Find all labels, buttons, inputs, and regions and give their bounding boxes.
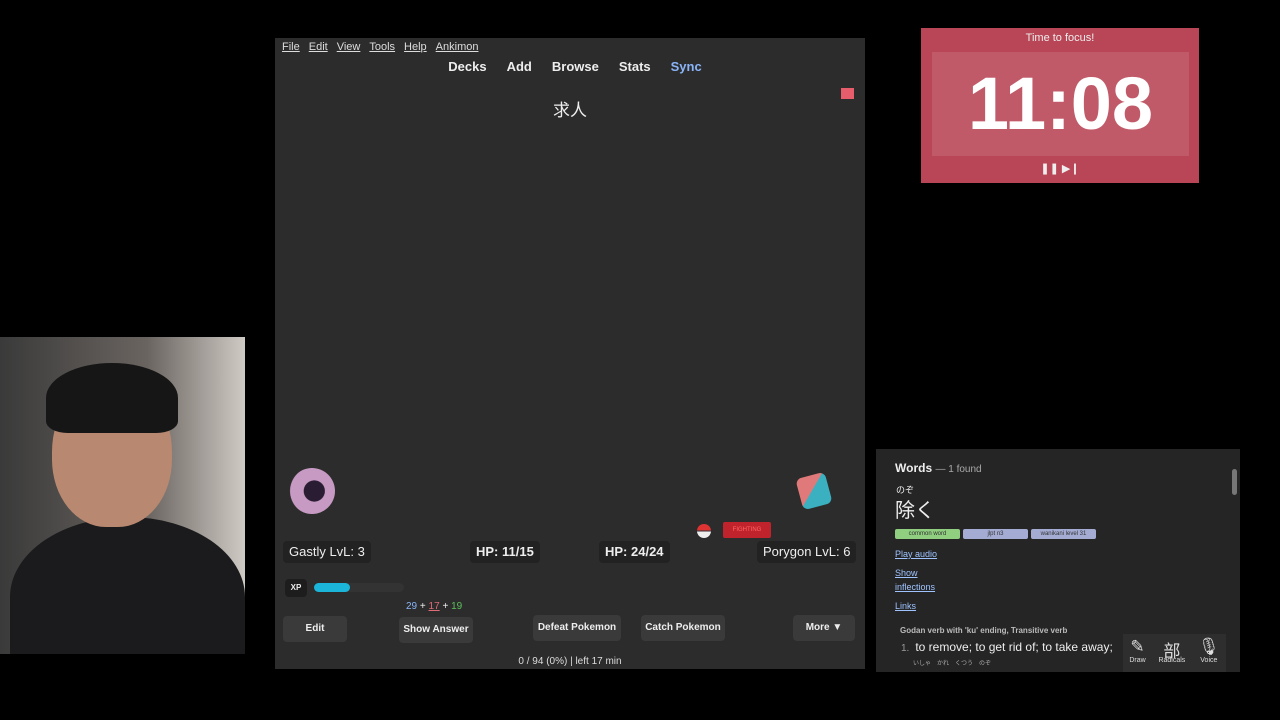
plus: +	[442, 601, 449, 612]
tag-wanikani: wanikani level 31	[1031, 529, 1096, 539]
status-bar: 0 / 94 (0%) | left 17 min	[518, 656, 622, 667]
new-count: 29	[406, 601, 418, 612]
tag-jlpt: jlpt n3	[963, 529, 1028, 539]
top-nav: Decks Add Browse Stats Sync	[275, 59, 865, 74]
links-link[interactable]: Links	[895, 601, 917, 611]
tags: common word jlpt n3 wanikani level 31	[895, 529, 1096, 539]
draw-button[interactable]: ✎ Draw	[1129, 634, 1145, 672]
voice-button[interactable]: 🎙 Voice	[1198, 634, 1220, 672]
porygon-sprite	[795, 471, 833, 511]
xp-label: XP	[285, 579, 307, 597]
radicals-button[interactable]: 部 Radicals	[1158, 634, 1185, 672]
card-counts: 29 + 17 + 19	[406, 601, 462, 612]
word: 除く	[895, 498, 935, 522]
part-of-speech: Godan verb with 'ku' ending, Transitive …	[900, 626, 1068, 635]
menu-ankimon[interactable]: Ankimon	[435, 41, 479, 53]
show-answer-button[interactable]: Show Answer	[399, 617, 473, 643]
gastly-sprite	[289, 468, 335, 514]
learn-count: 17	[428, 601, 440, 612]
inflections-link[interactable]: inflections	[895, 582, 936, 592]
words-heading: Words — 1 found	[895, 461, 982, 475]
menu-help[interactable]: Help	[404, 41, 427, 53]
webcam-feed	[0, 337, 245, 654]
review-count: 19	[451, 601, 463, 612]
menu-tools[interactable]: Tools	[369, 41, 396, 53]
catch-pokemon-button[interactable]: Catch Pokemon	[641, 615, 725, 641]
enemy-hp: HP: 24/24	[599, 541, 670, 563]
card-question: 求人	[553, 101, 587, 121]
timer-time: 11:08	[932, 52, 1189, 156]
edit-button[interactable]: Edit	[283, 616, 347, 642]
anki-window: File Edit View Tools Help Ankimon Decks …	[275, 38, 865, 669]
xp-bar	[314, 583, 404, 592]
label: Draw	[1129, 657, 1146, 664]
menu-view[interactable]: View	[336, 41, 361, 53]
enemy-name-level: Porygon LvL: 6	[757, 541, 857, 563]
definition: 1. to remove; to get rid of; to take away…	[901, 640, 1113, 654]
timer-title: Time to focus!	[1025, 32, 1095, 44]
tag-common: common word	[895, 529, 960, 539]
label: Radicals	[1158, 657, 1186, 664]
example-sentence: ……	[913, 666, 931, 672]
def-number: 1.	[901, 643, 910, 654]
pokeball-icon	[697, 524, 711, 538]
focus-timer: Time to focus! 11:08 ❚❚ ▶❙	[921, 28, 1199, 183]
nav-stats[interactable]: Stats	[618, 59, 651, 74]
furigana: のぞ	[896, 485, 915, 495]
dictionary-panel: Words — 1 found のぞ 除く common word jlpt n…	[876, 449, 1240, 672]
player-name-level: Gastly LvL: 3	[283, 541, 371, 563]
play-audio-link[interactable]: Play audio	[895, 549, 938, 559]
nav-sync[interactable]: Sync	[670, 59, 702, 74]
scrollbar[interactable]	[1232, 469, 1237, 495]
radical-icon: 部	[1163, 642, 1181, 661]
menu-edit[interactable]: Edit	[308, 41, 328, 53]
person-hair	[46, 363, 178, 433]
definition-text: to remove; to get rid of; to take away;	[915, 640, 1113, 654]
nav-browse[interactable]: Browse	[551, 59, 599, 74]
example-furigana: いしゃ かれ くつう のぞ	[913, 661, 992, 667]
input-tools: ✎ Draw 部 Radicals 🎙 Voice	[1123, 634, 1226, 672]
heading: Words	[895, 461, 933, 475]
nav-decks[interactable]: Decks	[448, 59, 487, 74]
flag-icon[interactable]	[841, 88, 854, 99]
player-hp: HP: 11/15	[470, 541, 540, 563]
person-body	[10, 517, 245, 654]
defeat-pokemon-button[interactable]: Defeat Pokemon	[533, 615, 621, 641]
found-count: — 1 found	[935, 464, 982, 475]
show-link[interactable]: Show	[895, 568, 918, 578]
plus: +	[419, 601, 426, 612]
pencil-icon: ✎	[1130, 637, 1145, 656]
more-button[interactable]: More ▼	[793, 615, 855, 641]
timer-controls[interactable]: ❚❚ ▶❙	[1040, 163, 1080, 175]
type-badge: FIGHTING	[723, 522, 771, 538]
menu-file[interactable]: File	[282, 41, 300, 53]
nav-add[interactable]: Add	[506, 59, 532, 74]
microphone-icon: 🎙	[1198, 637, 1220, 656]
label: Voice	[1200, 657, 1218, 664]
xp-fill	[314, 583, 350, 592]
menu-bar: File Edit View Tools Help Ankimon	[282, 41, 478, 53]
